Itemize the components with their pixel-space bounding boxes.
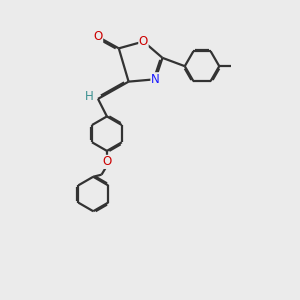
Text: O: O bbox=[139, 35, 148, 48]
Text: H: H bbox=[85, 90, 94, 103]
Text: O: O bbox=[93, 30, 103, 43]
Text: O: O bbox=[102, 155, 112, 168]
Text: N: N bbox=[151, 73, 160, 86]
